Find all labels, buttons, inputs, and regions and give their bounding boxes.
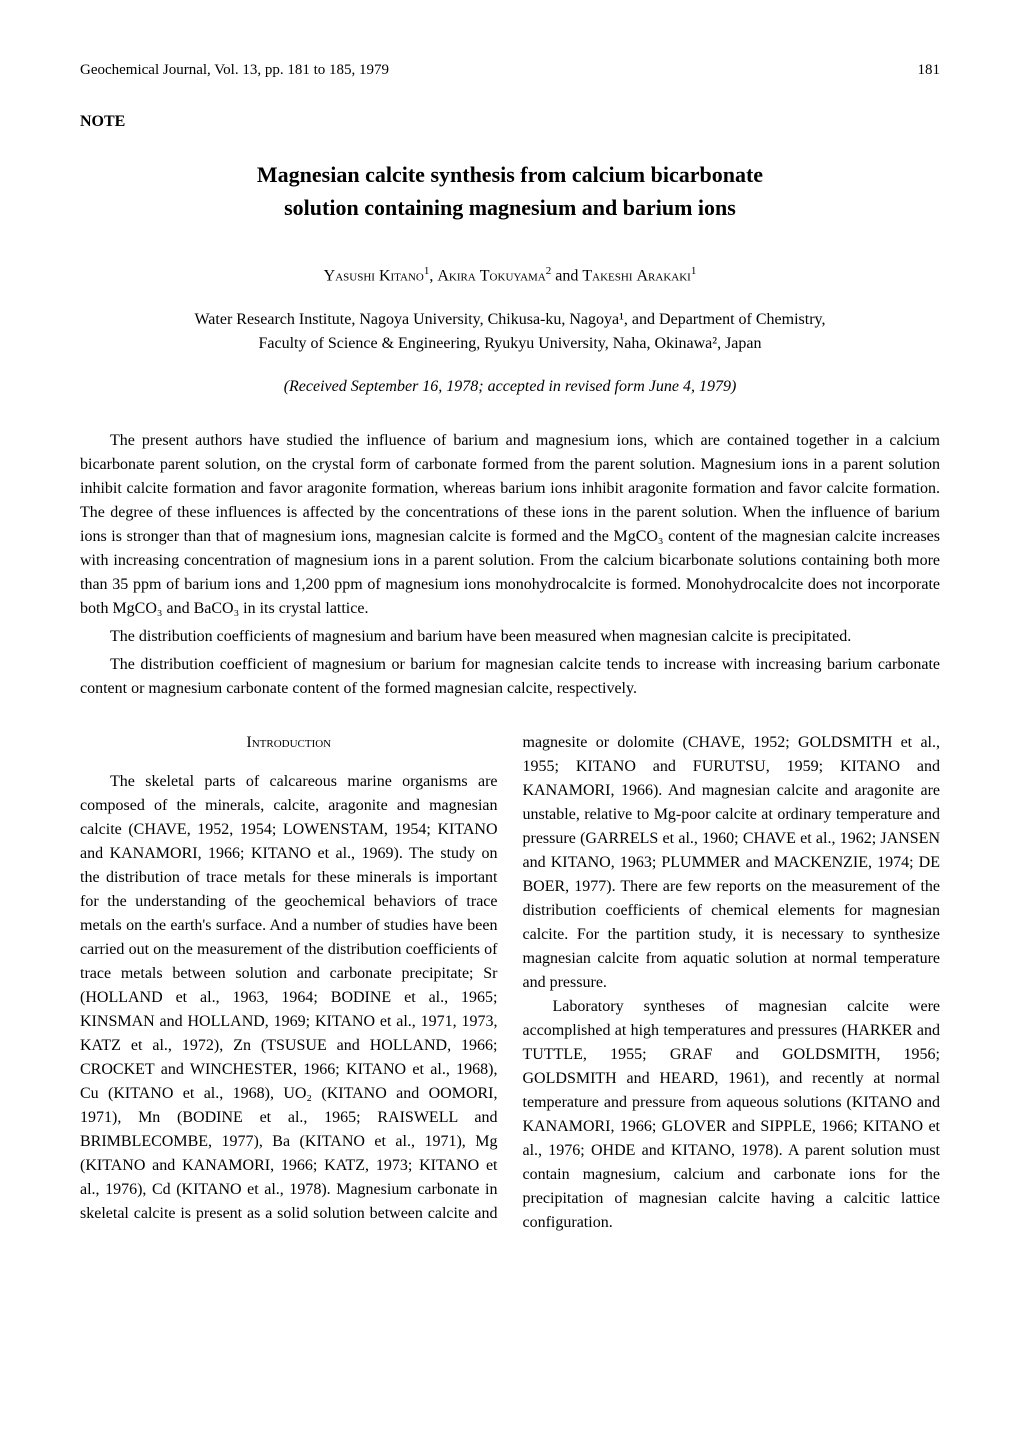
authors: Yasushi Kitano1, Akira Tokuyama2 and Tak… [80, 264, 940, 288]
abstract: The present authors have studied the inf… [80, 429, 940, 701]
body-para-2: Laboratory syntheses of magnesian calcit… [523, 995, 941, 1235]
author-1-first: Yasushi [324, 268, 375, 285]
note-label: NOTE [80, 111, 940, 133]
author-1-last: Kitano [379, 268, 424, 285]
affiliations: Water Research Institute, Nagoya Univers… [80, 308, 940, 356]
author-3-sup: 1 [691, 265, 697, 277]
author-2-first: Akira [437, 268, 475, 285]
page-number: 181 [918, 60, 941, 81]
title-line-2: solution containing magnesium and barium… [284, 195, 736, 220]
body-columns: Introduction The skeletal parts of calca… [80, 731, 940, 1235]
author-3-last: Arakaki [637, 268, 691, 285]
affiliation-line-1: Water Research Institute, Nagoya Univers… [194, 311, 825, 328]
author-sep-2: and [551, 268, 582, 285]
received-date: (Received September 16, 1978; accepted i… [80, 376, 940, 398]
journal-info: Geochemical Journal, Vol. 13, pp. 181 to… [80, 60, 389, 81]
author-3-first: Takeshi [582, 268, 632, 285]
title-line-1: Magnesian calcite synthesis from calcium… [257, 162, 763, 187]
section-heading-introduction: Introduction [80, 731, 498, 755]
journal-header: Geochemical Journal, Vol. 13, pp. 181 to… [80, 60, 940, 81]
abstract-para-2: The distribution coefficients of magnesi… [80, 625, 940, 649]
author-2-last: Tokuyama [480, 268, 546, 285]
abstract-para-3: The distribution coefficient of magnesiu… [80, 653, 940, 701]
affiliation-line-2: Faculty of Science & Engineering, Ryukyu… [259, 335, 762, 352]
abstract-para-1: The present authors have studied the inf… [80, 429, 940, 621]
article-title: Magnesian calcite synthesis from calcium… [80, 158, 940, 224]
